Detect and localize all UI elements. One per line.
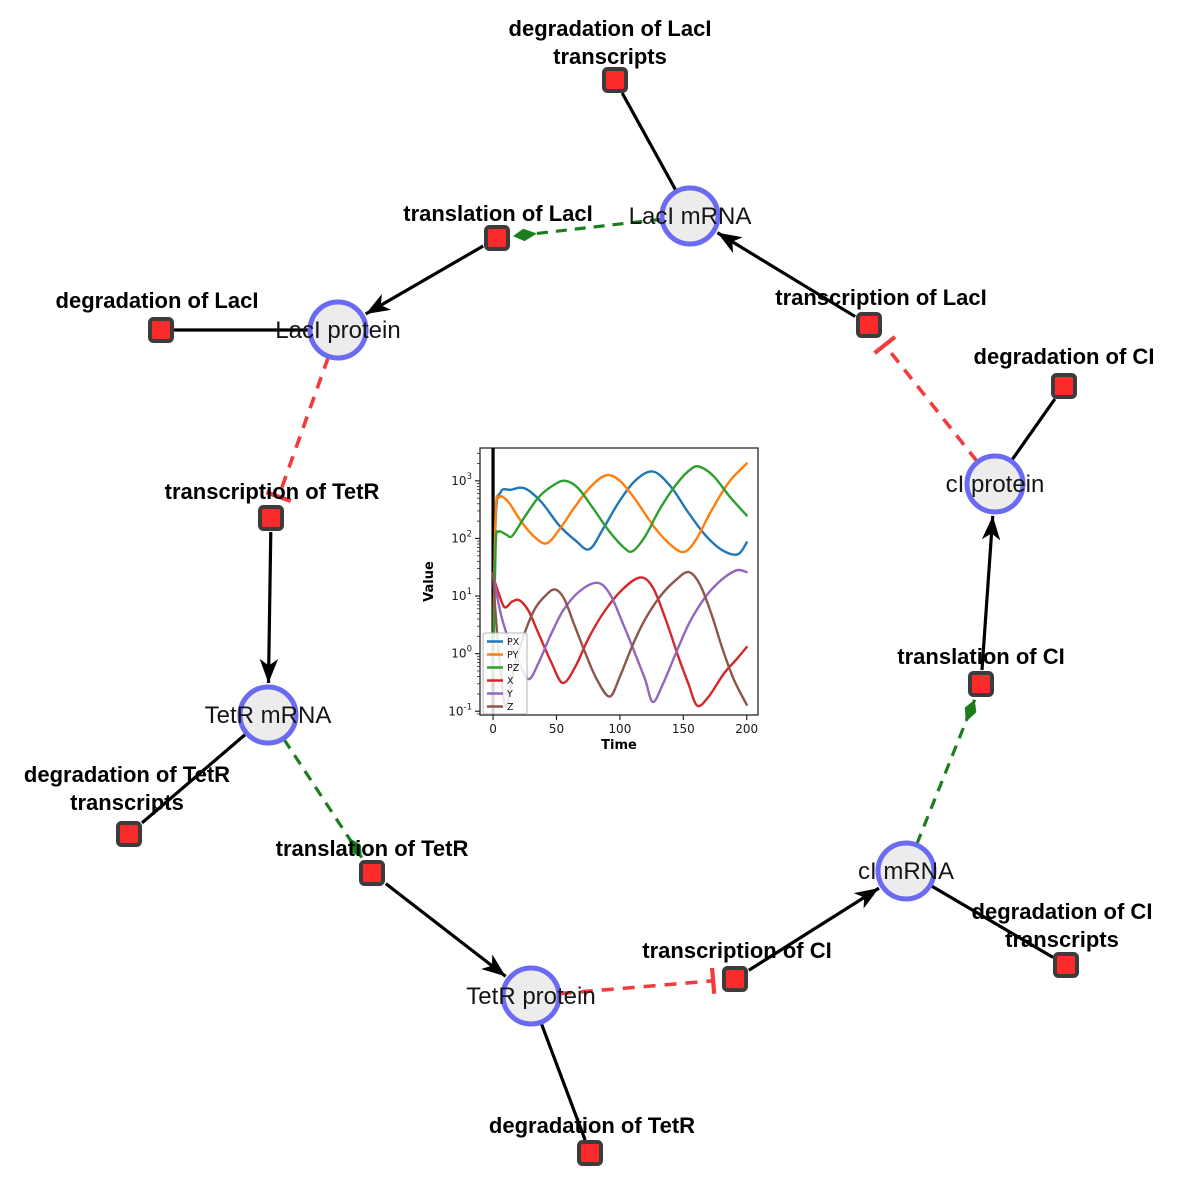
reaction-node-translation-of-cI xyxy=(968,671,994,697)
reaction-label-transcription-of-cI: transcription of CI xyxy=(642,938,831,963)
reaction-node-transcription-of-tetR xyxy=(258,505,284,531)
reaction-label-translation-of-cI: translation of CI xyxy=(897,644,1064,669)
reaction-node-translation-of-tetR xyxy=(359,860,385,886)
reaction-label-deg-lacI-transcripts: degradation of LacI xyxy=(509,16,712,41)
legend-label-Y: Y xyxy=(506,689,513,700)
chart-series-X xyxy=(491,575,748,708)
edge-inhibition-cI-protein-to-transcription-of-lacI xyxy=(873,335,979,463)
reaction-node-translation-of-lacI xyxy=(484,225,510,251)
legend-label-PX: PX xyxy=(507,637,520,648)
reaction-node-deg-tetR-transcripts xyxy=(116,821,142,847)
species-label-tetR-protein: TetR protein xyxy=(466,983,595,1010)
edge-consumption-tetR-mrna-to-deg-tetR-transcripts xyxy=(140,732,248,825)
reaction-label-deg-cI-transcripts: degradation of CI xyxy=(972,899,1153,924)
edge-consumption-cI-mrna-to-deg-cI-transcripts xyxy=(930,884,1054,959)
reaction-node-deg-lacI xyxy=(148,317,174,343)
legend-box xyxy=(482,632,528,715)
legend-label-PY: PY xyxy=(507,650,519,661)
edges-layer xyxy=(140,92,1057,1141)
reaction-label-transcription-of-tetR: transcription of TetR xyxy=(165,479,380,504)
y-tick-label: 101 xyxy=(451,587,472,603)
chart-legend: PX PY PZ XYZ xyxy=(482,632,528,715)
reaction-node-deg-lacI-transcripts xyxy=(602,67,628,93)
chart-ylabel: Value xyxy=(422,561,437,602)
species-node-lacI-protein xyxy=(307,299,369,361)
edge-production-translation-of-lacI-to-lacI-protein xyxy=(364,244,484,316)
x-tick-label: 0 xyxy=(489,722,497,736)
species-label-tetR-mrna: TetR mRNA xyxy=(205,702,332,729)
labels-layer: degradation of LacI transcripts translatio… xyxy=(24,16,1155,1138)
reaction-label-deg-tetR-transcripts: degradation of TetR xyxy=(24,762,230,787)
edge-consumption-lacI-mrna-to-deg-lacI-transcripts xyxy=(620,92,678,192)
edge-inhibition-tetR-protein-to-transcription-of-cI xyxy=(559,967,717,996)
species-label-cI-mrna: cI mRNA xyxy=(858,858,954,885)
x-tick-label: 100 xyxy=(608,722,631,736)
edge-modifier-lacI-mrna-to-translation-of-lacI xyxy=(512,217,662,242)
reaction-label-transcription-of-lacI: transcription of LacI xyxy=(775,285,986,310)
edge-production-transcription-of-lacI-to-lacI-mrna xyxy=(716,231,856,318)
edge-production-transcription-of-cI-to-cI-mrna xyxy=(747,886,880,972)
reaction-node-transcription-of-cI xyxy=(722,966,748,992)
edge-consumption-tetR-protein-to-deg-tetR xyxy=(539,1022,587,1141)
species-label-lacI-protein: LacI protein xyxy=(275,317,400,344)
edge-production-translation-of-cI-to-cI-protein xyxy=(980,515,1001,671)
nodes-layer xyxy=(116,67,1079,1166)
reaction-node-deg-tetR xyxy=(577,1140,603,1166)
reaction-label-deg-lacI-transcripts-line2: transcripts xyxy=(553,44,667,69)
legend-label-X: X xyxy=(507,676,514,687)
chart-series-PY xyxy=(491,462,748,678)
edge-modifier-cI-mrna-to-translation-of-cI xyxy=(915,699,977,845)
x-tick-label: 50 xyxy=(549,722,564,736)
reaction-label-deg-tetR-transcripts-line2: transcripts xyxy=(70,790,184,815)
reaction-label-translation-of-lacI: translation of LacI xyxy=(403,201,592,226)
reaction-label-translation-of-tetR: translation of TetR xyxy=(276,836,469,861)
y-tick-label: 100 xyxy=(451,645,472,661)
species-label-cI-protein: cI protein xyxy=(946,471,1045,498)
reaction-label-deg-cI-transcripts-line2: transcripts xyxy=(1005,927,1119,952)
y-tick-label: 102 xyxy=(451,529,472,545)
legend-label-PZ: PZ xyxy=(507,663,520,674)
y-tick-label: 103 xyxy=(451,472,472,488)
species-node-cI-protein xyxy=(964,453,1026,515)
species-node-cI-mrna xyxy=(875,840,937,902)
x-tick-label: 200 xyxy=(735,722,758,736)
reaction-node-transcription-of-lacI xyxy=(856,312,882,338)
species-node-tetR-mrna xyxy=(237,684,299,746)
y-tick-label: 10-1 xyxy=(448,702,472,718)
reaction-label-deg-lacI: degradation of LacI xyxy=(56,288,259,313)
species-node-tetR-protein xyxy=(500,965,562,1027)
edge-production-translation-of-tetR-to-tetR-protein xyxy=(384,882,507,978)
species-label-lacI-mrna: LacI mRNA xyxy=(629,203,752,230)
legend-label-Z: Z xyxy=(507,702,514,713)
reaction-label-deg-tetR: degradation of TetR xyxy=(489,1113,695,1138)
chart-xlabel: Time xyxy=(601,738,637,753)
edge-inhibition-lacI-protein-to-transcription-of-tetR xyxy=(265,356,330,503)
species-node-lacI-mrna xyxy=(659,185,721,247)
reaction-label-deg-cI: degradation of CI xyxy=(974,344,1155,369)
chart-series-PZ xyxy=(491,465,748,678)
edge-consumption-cI-protein-to-deg-cI xyxy=(1010,398,1057,462)
edge-modifier-tetR-mrna-to-translation-of-tetR xyxy=(282,738,364,859)
reaction-node-deg-cI xyxy=(1051,373,1077,399)
edge-production-transcription-of-tetR-to-tetR-mrna xyxy=(259,531,279,684)
reaction-node-deg-cI-transcripts xyxy=(1053,952,1079,978)
x-tick-label: 150 xyxy=(672,722,695,736)
chart-series-PX xyxy=(491,470,748,678)
